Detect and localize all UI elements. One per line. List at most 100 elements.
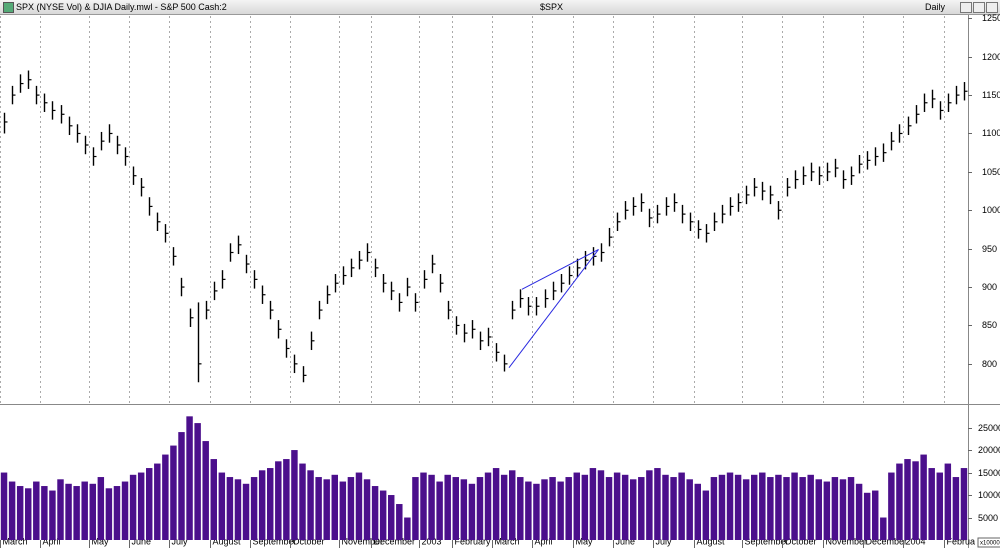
volume-bar — [363, 479, 371, 540]
x-tick-label: June — [132, 536, 152, 546]
volume-bar — [396, 504, 403, 540]
volume-bar — [283, 459, 290, 540]
volume-unit: x10000 — [980, 541, 1000, 547]
x-tick-label: May — [92, 536, 110, 546]
volume-bar — [137, 472, 145, 540]
volume-bar — [258, 470, 266, 540]
volume-bar — [73, 486, 80, 540]
volume-bar — [509, 470, 516, 540]
volume-bar — [218, 472, 226, 540]
x-tick-label: December — [866, 536, 908, 546]
volume-bar — [855, 483, 863, 540]
volume-bar — [25, 488, 32, 540]
volume-bar — [492, 468, 500, 540]
volume-bar — [557, 481, 564, 540]
x-tick-label: October — [293, 536, 325, 546]
volume-bar — [315, 477, 322, 540]
volume-bar — [178, 432, 185, 540]
x-tick-label: November — [826, 536, 868, 546]
maximize-button[interactable] — [973, 2, 985, 13]
volume-bar — [113, 486, 121, 540]
x-tick-label: March — [3, 536, 28, 546]
y-tick-label: 1150 — [982, 90, 1000, 100]
x-tick-label: November — [342, 536, 384, 546]
volume-bar — [605, 477, 613, 540]
volume-bar — [428, 474, 435, 540]
volume-bar — [436, 481, 443, 540]
volume-bar — [630, 479, 637, 540]
volume-bar — [97, 477, 105, 540]
volume-bar — [573, 472, 580, 540]
x-tick-label: February — [455, 536, 492, 546]
volume-bar — [718, 474, 726, 540]
volume-bar — [589, 468, 597, 540]
volume-bar — [533, 483, 540, 540]
volume-bar — [662, 474, 669, 540]
volume-bar — [613, 472, 621, 540]
title-bar: SPX (NYSE Vol) & DJIA Daily.mwl - S&P 50… — [0, 0, 1000, 15]
volume-bar — [726, 472, 734, 540]
volume-bar — [678, 472, 685, 540]
volume-bar — [16, 486, 24, 540]
volume-bar — [710, 477, 718, 540]
close-button[interactable] — [986, 2, 998, 13]
x-tick-label: 2003 — [422, 536, 442, 546]
volume-bar — [250, 477, 258, 540]
volume-bar — [863, 492, 871, 540]
volume-bar — [460, 479, 468, 540]
volume-bar — [525, 481, 532, 540]
volume-bar — [307, 470, 314, 540]
volume-bar — [759, 472, 766, 540]
volume-bar — [33, 481, 40, 540]
volume-bar — [799, 477, 806, 540]
volume-bar — [162, 454, 169, 540]
volume-bar — [170, 445, 177, 540]
volume-bar — [541, 479, 548, 540]
y-tick-label: 5000 — [978, 513, 998, 523]
volume-bar — [888, 472, 895, 540]
x-tick-label: May — [576, 536, 594, 546]
x-tick-label: June — [616, 536, 636, 546]
x-tick-label: August — [213, 536, 242, 546]
y-tick-label: 850 — [982, 320, 997, 330]
volume-bar — [323, 479, 330, 540]
volume-bar — [839, 479, 847, 540]
volume-bar — [960, 468, 968, 540]
volume-bar — [928, 468, 935, 540]
volume-bar — [129, 474, 137, 540]
volume-bar — [146, 468, 153, 540]
volume-bar — [476, 477, 484, 540]
volume-bar — [742, 479, 750, 540]
volume-bar — [412, 477, 419, 540]
volume-bar — [371, 486, 379, 540]
volume-bar — [275, 461, 282, 540]
unit-box — [977, 537, 1000, 548]
volume-bar — [379, 490, 387, 540]
volume-bar — [880, 517, 887, 540]
y-tick-label: 900 — [982, 282, 997, 292]
interval: Daily — [925, 2, 946, 12]
x-tick-label: October — [785, 536, 817, 546]
volume-bar — [242, 483, 250, 540]
minimize-button[interactable] — [960, 2, 972, 13]
volume-bar — [339, 481, 347, 540]
y-tick-label: 1200 — [982, 52, 1000, 62]
y-tick-label: 1100 — [982, 128, 1000, 138]
y-tick-label: 950 — [982, 244, 997, 254]
x-tick-label: April — [535, 536, 553, 546]
volume-bar — [210, 459, 217, 540]
volume-bar — [831, 477, 839, 540]
volume-bar — [121, 481, 129, 540]
volume-bar — [565, 477, 572, 540]
volume-bar — [807, 474, 814, 540]
volume-bar — [500, 474, 508, 540]
volume-bar — [65, 483, 72, 540]
volume-bar — [484, 472, 492, 540]
volume-bar — [57, 479, 64, 540]
volume-bar — [388, 495, 395, 540]
x-tick-label: September — [745, 536, 789, 546]
volume-bar — [734, 474, 742, 540]
window-title: SPX (NYSE Vol) & DJIA Daily.mwl - S&P 50… — [16, 2, 227, 12]
